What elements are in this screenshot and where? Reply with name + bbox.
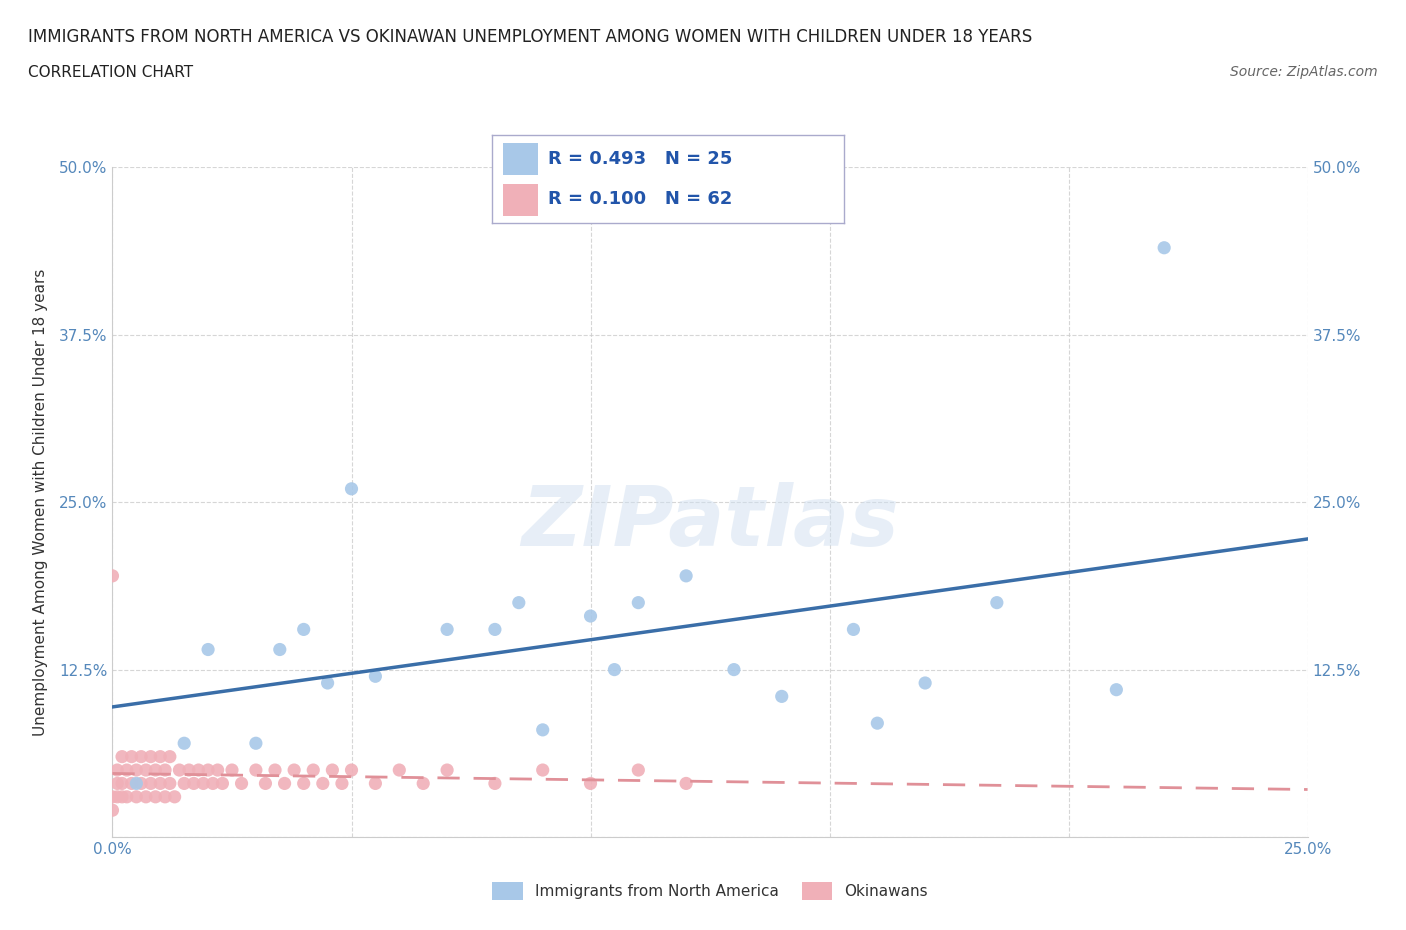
- Point: [388, 763, 411, 777]
- Point: [914, 675, 936, 690]
- Point: [125, 776, 148, 790]
- Point: [173, 776, 195, 790]
- Point: [163, 790, 186, 804]
- Point: [149, 750, 172, 764]
- Point: [221, 763, 243, 777]
- Point: [105, 776, 128, 790]
- Point: [231, 776, 253, 790]
- Point: [139, 776, 162, 790]
- Point: [364, 669, 387, 684]
- Point: [508, 595, 530, 610]
- Point: [723, 662, 745, 677]
- Point: [169, 763, 191, 777]
- Point: [105, 763, 128, 777]
- Point: [770, 689, 793, 704]
- Point: [302, 763, 325, 777]
- Point: [121, 776, 143, 790]
- Point: [197, 642, 219, 657]
- Text: IMMIGRANTS FROM NORTH AMERICA VS OKINAWAN UNEMPLOYMENT AMONG WOMEN WITH CHILDREN: IMMIGRANTS FROM NORTH AMERICA VS OKINAWA…: [28, 28, 1032, 46]
- Point: [105, 790, 128, 804]
- Point: [484, 622, 506, 637]
- Point: [153, 790, 176, 804]
- Point: [842, 622, 865, 637]
- Point: [111, 750, 134, 764]
- Point: [145, 790, 167, 804]
- Point: [436, 763, 458, 777]
- Point: [627, 763, 650, 777]
- Point: [173, 736, 195, 751]
- Point: [316, 675, 339, 690]
- Point: [436, 622, 458, 637]
- Point: [330, 776, 353, 790]
- Point: [159, 776, 181, 790]
- Point: [986, 595, 1008, 610]
- Point: [245, 763, 267, 777]
- Point: [531, 723, 554, 737]
- Point: [312, 776, 335, 790]
- Point: [579, 776, 602, 790]
- Point: [135, 763, 157, 777]
- Point: [245, 736, 267, 751]
- Point: [115, 790, 138, 804]
- Point: [211, 776, 233, 790]
- Point: [193, 776, 215, 790]
- Point: [627, 595, 650, 610]
- Point: [153, 763, 176, 777]
- Point: [135, 790, 157, 804]
- Bar: [503, 184, 537, 216]
- Point: [579, 608, 602, 623]
- Point: [207, 763, 229, 777]
- Point: [484, 776, 506, 790]
- Point: [603, 662, 626, 677]
- Point: [115, 763, 138, 777]
- Point: [101, 568, 124, 583]
- Point: [129, 776, 152, 790]
- Point: [125, 790, 148, 804]
- Point: [101, 803, 124, 817]
- Point: [269, 642, 291, 657]
- Text: R = 0.100   N = 62: R = 0.100 N = 62: [548, 191, 733, 208]
- Point: [121, 750, 143, 764]
- Legend: Immigrants from North America, Okinawans: Immigrants from North America, Okinawans: [486, 875, 934, 907]
- Point: [531, 763, 554, 777]
- Point: [197, 763, 219, 777]
- Bar: [503, 143, 537, 175]
- Y-axis label: Unemployment Among Women with Children Under 18 years: Unemployment Among Women with Children U…: [32, 269, 48, 736]
- Point: [283, 763, 305, 777]
- Point: [412, 776, 434, 790]
- Point: [149, 776, 172, 790]
- Point: [675, 568, 697, 583]
- Point: [183, 776, 205, 790]
- Point: [254, 776, 277, 790]
- Text: Source: ZipAtlas.com: Source: ZipAtlas.com: [1230, 65, 1378, 79]
- Point: [340, 482, 363, 497]
- Point: [129, 750, 152, 764]
- Point: [101, 790, 124, 804]
- Point: [1105, 683, 1128, 698]
- Point: [292, 776, 315, 790]
- Text: ZIPatlas: ZIPatlas: [522, 482, 898, 563]
- Point: [675, 776, 697, 790]
- Point: [866, 716, 889, 731]
- Point: [139, 750, 162, 764]
- Text: R = 0.493   N = 25: R = 0.493 N = 25: [548, 150, 733, 167]
- Point: [321, 763, 343, 777]
- Point: [177, 763, 200, 777]
- Point: [292, 622, 315, 637]
- Point: [364, 776, 387, 790]
- Point: [159, 750, 181, 764]
- Point: [201, 776, 224, 790]
- Point: [111, 790, 134, 804]
- Point: [187, 763, 209, 777]
- Text: CORRELATION CHART: CORRELATION CHART: [28, 65, 193, 80]
- Point: [273, 776, 295, 790]
- Point: [125, 763, 148, 777]
- Point: [1153, 240, 1175, 255]
- Point: [340, 763, 363, 777]
- Point: [264, 763, 287, 777]
- Point: [145, 763, 167, 777]
- Point: [111, 776, 134, 790]
